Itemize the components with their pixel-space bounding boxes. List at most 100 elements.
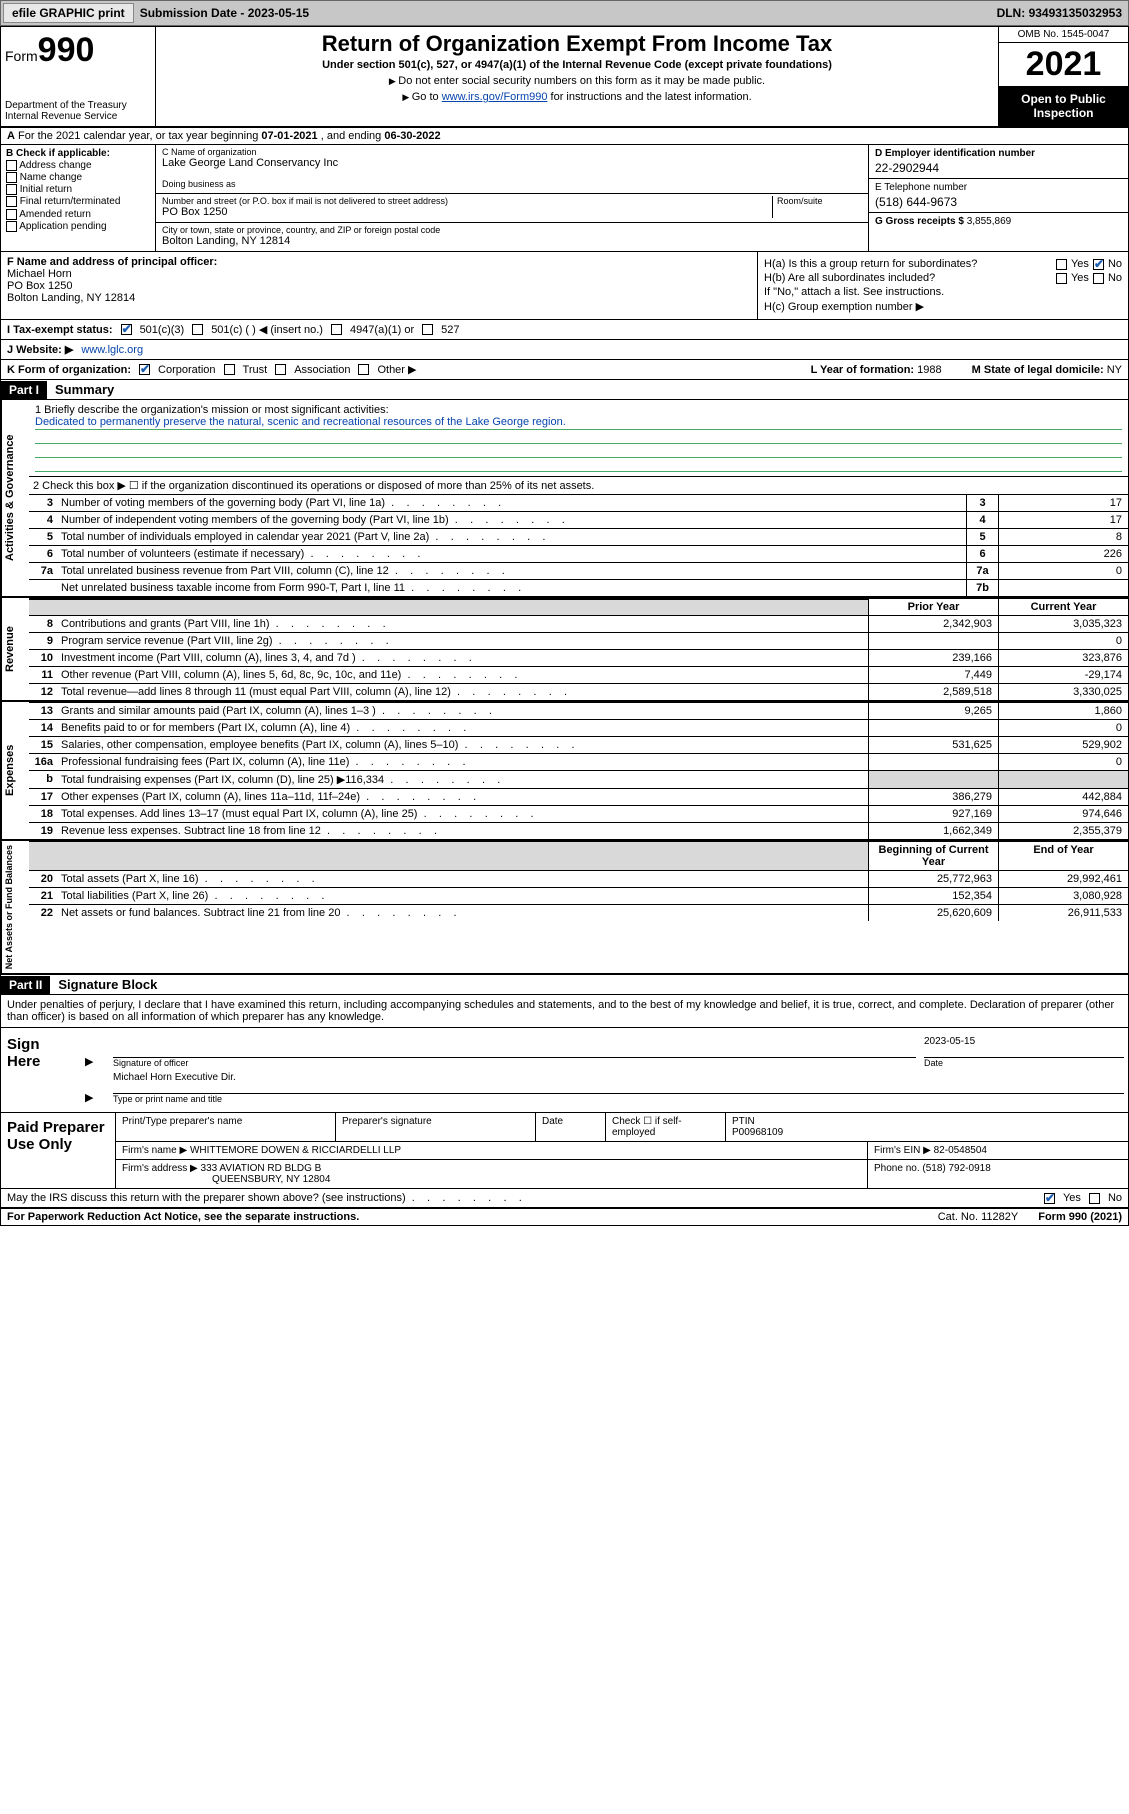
officer-label: F Name and address of principal officer: (7, 256, 217, 268)
chk-final-return[interactable]: Final return/terminated (6, 196, 150, 207)
self-employed-check[interactable]: Check ☐ if self-employed (606, 1113, 726, 1141)
summary-line: 8Contributions and grants (Part VIII, li… (29, 615, 1128, 632)
year-formation: 1988 (917, 364, 941, 376)
irs-discuss-row: May the IRS discuss this return with the… (1, 1188, 1128, 1207)
tax-year: 2021 (999, 43, 1128, 86)
paid-preparer-block: Paid Preparer Use Only Print/Type prepar… (1, 1113, 1128, 1188)
website-label: J Website: ▶ (7, 343, 73, 356)
chk-application-pending[interactable]: Application pending (6, 221, 150, 232)
summary-line: Net unrelated business taxable income fr… (29, 579, 1128, 596)
col-b-checkboxes: B Check if applicable: Address change Na… (1, 145, 156, 251)
summary-line: bTotal fundraising expenses (Part IX, co… (29, 770, 1128, 788)
summary-line: 18Total expenses. Add lines 13–17 (must … (29, 805, 1128, 822)
form-header: Form990 Department of the Treasury Inter… (1, 27, 1128, 128)
firm-addr: 333 AVIATION RD BLDG B (201, 1163, 322, 1174)
vlabel-expenses: Expenses (1, 702, 29, 839)
officer-addr2: Bolton Landing, NY 12814 (7, 292, 135, 304)
summary-line: 9Program service revenue (Part VIII, lin… (29, 632, 1128, 649)
hc-label: H(c) Group exemption number ▶ (764, 300, 1122, 313)
summary-line: 17Other expenses (Part IX, column (A), l… (29, 788, 1128, 805)
mission-blank-1 (35, 430, 1122, 444)
section-h: H(a) Is this a group return for subordin… (758, 252, 1128, 319)
ein-value: 22-2902944 (875, 161, 1122, 175)
chk-trust[interactable] (224, 364, 235, 375)
summary-line: 5Total number of individuals employed in… (29, 528, 1128, 545)
header-left: Form990 Department of the Treasury Inter… (1, 27, 156, 126)
department-label: Department of the Treasury Internal Reve… (5, 100, 151, 122)
ein-label: D Employer identification number (875, 148, 1035, 159)
form-note-2: Go to www.irs.gov/Form990 for instructio… (164, 91, 990, 103)
address-label: Number and street (or P.O. box if mail i… (162, 196, 772, 206)
hb-yes[interactable] (1056, 273, 1067, 284)
sign-here-block: Sign Here ▶ Signature of officer 2023-05… (1, 1027, 1128, 1113)
header-center: Return of Organization Exempt From Incom… (156, 27, 998, 126)
summary-line: 13Grants and similar amounts paid (Part … (29, 702, 1128, 719)
preparer-sig-label: Preparer's signature (336, 1113, 536, 1141)
mission-blank-3 (35, 458, 1122, 472)
instructions-link[interactable]: www.irs.gov/Form990 (442, 91, 548, 103)
chk-527[interactable] (422, 324, 433, 335)
officer-addr1: PO Box 1250 (7, 280, 72, 292)
col-c-org-info: C Name of organization Lake George Land … (156, 145, 868, 251)
summary-revenue: Revenue Prior Year Current Year 8Contrib… (1, 596, 1128, 700)
row-k-form-org: K Form of organization: Corporation Trus… (1, 360, 1128, 380)
paperwork-notice: For Paperwork Reduction Act Notice, see … (7, 1211, 359, 1223)
submission-date-label: Submission Date - 2023-05-15 (140, 6, 309, 20)
chk-address-change[interactable]: Address change (6, 160, 150, 171)
section-fh: F Name and address of principal officer:… (1, 252, 1128, 320)
chk-corporation[interactable] (139, 364, 150, 375)
row-a-tax-year: A For the 2021 calendar year, or tax yea… (1, 128, 1128, 145)
footer-line: For Paperwork Reduction Act Notice, see … (1, 1207, 1128, 1225)
form-ref: Form 990 (2021) (1038, 1211, 1122, 1223)
chk-initial-return[interactable]: Initial return (6, 184, 150, 195)
summary-line: 12Total revenue—add lines 8 through 11 (… (29, 683, 1128, 700)
hb-no[interactable] (1093, 273, 1104, 284)
officer-signature[interactable] (113, 1036, 916, 1058)
discuss-yes[interactable] (1044, 1193, 1055, 1204)
prior-year-label: Prior Year (868, 599, 998, 615)
officer-signature-label: Signature of officer (113, 1058, 916, 1068)
current-year-label: Current Year (998, 599, 1128, 615)
hb-note: If "No," attach a list. See instructions… (764, 286, 1122, 298)
chk-501c[interactable] (192, 324, 203, 335)
ha-no[interactable] (1093, 259, 1104, 270)
vlabel-revenue: Revenue (1, 598, 29, 700)
summary-line: 14Benefits paid to or for members (Part … (29, 719, 1128, 736)
ha-yes[interactable] (1056, 259, 1067, 270)
cat-number: Cat. No. 11282Y (938, 1211, 1019, 1223)
chk-other[interactable] (358, 364, 369, 375)
signature-date: 2023-05-15 (924, 1036, 1124, 1058)
chk-4947[interactable] (331, 324, 342, 335)
open-to-public: Open to Public Inspection (999, 86, 1128, 126)
form-number: Form990 (5, 31, 151, 70)
signature-declaration: Under penalties of perjury, I declare th… (1, 995, 1128, 1027)
irs-discuss-label: May the IRS discuss this return with the… (7, 1192, 406, 1204)
summary-line: 3Number of voting members of the governi… (29, 494, 1128, 511)
city-label: City or town, state or province, country… (162, 225, 862, 235)
date-label: Date (924, 1058, 1124, 1068)
summary-line: 19Revenue less expenses. Subtract line 1… (29, 822, 1128, 839)
discuss-no[interactable] (1089, 1193, 1100, 1204)
chk-501c3[interactable] (121, 324, 132, 335)
efile-button[interactable]: efile GRAPHIC print (3, 3, 134, 23)
summary-line: 6Total number of volunteers (estimate if… (29, 545, 1128, 562)
gross-receipts-label: G Gross receipts $ (875, 216, 967, 227)
org-name: Lake George Land Conservancy Inc (162, 157, 862, 169)
phone-label: E Telephone number (875, 182, 967, 193)
end-year-label: End of Year (998, 842, 1128, 870)
website-link[interactable]: www.lglc.org (81, 344, 143, 356)
ha-label: H(a) Is this a group return for subordin… (764, 258, 1052, 270)
city-value: Bolton Landing, NY 12814 (162, 235, 862, 247)
tax-status-label: I Tax-exempt status: (7, 324, 113, 336)
header-right: OMB No. 1545-0047 2021 Open to Public In… (998, 27, 1128, 126)
row-i-tax-status: I Tax-exempt status: 501(c)(3) 501(c) ( … (1, 320, 1128, 340)
chk-association[interactable] (275, 364, 286, 375)
chk-amended-return[interactable]: Amended return (6, 209, 150, 220)
summary-expenses: Expenses 13Grants and similar amounts pa… (1, 700, 1128, 839)
paid-preparer-label: Paid Preparer Use Only (1, 1113, 116, 1188)
org-name-label: C Name of organization (162, 147, 862, 157)
begin-year-label: Beginning of Current Year (868, 842, 998, 870)
chk-name-change[interactable]: Name change (6, 172, 150, 183)
form-subtitle: Under section 501(c), 527, or 4947(a)(1)… (164, 59, 990, 71)
mission-blank-2 (35, 444, 1122, 458)
